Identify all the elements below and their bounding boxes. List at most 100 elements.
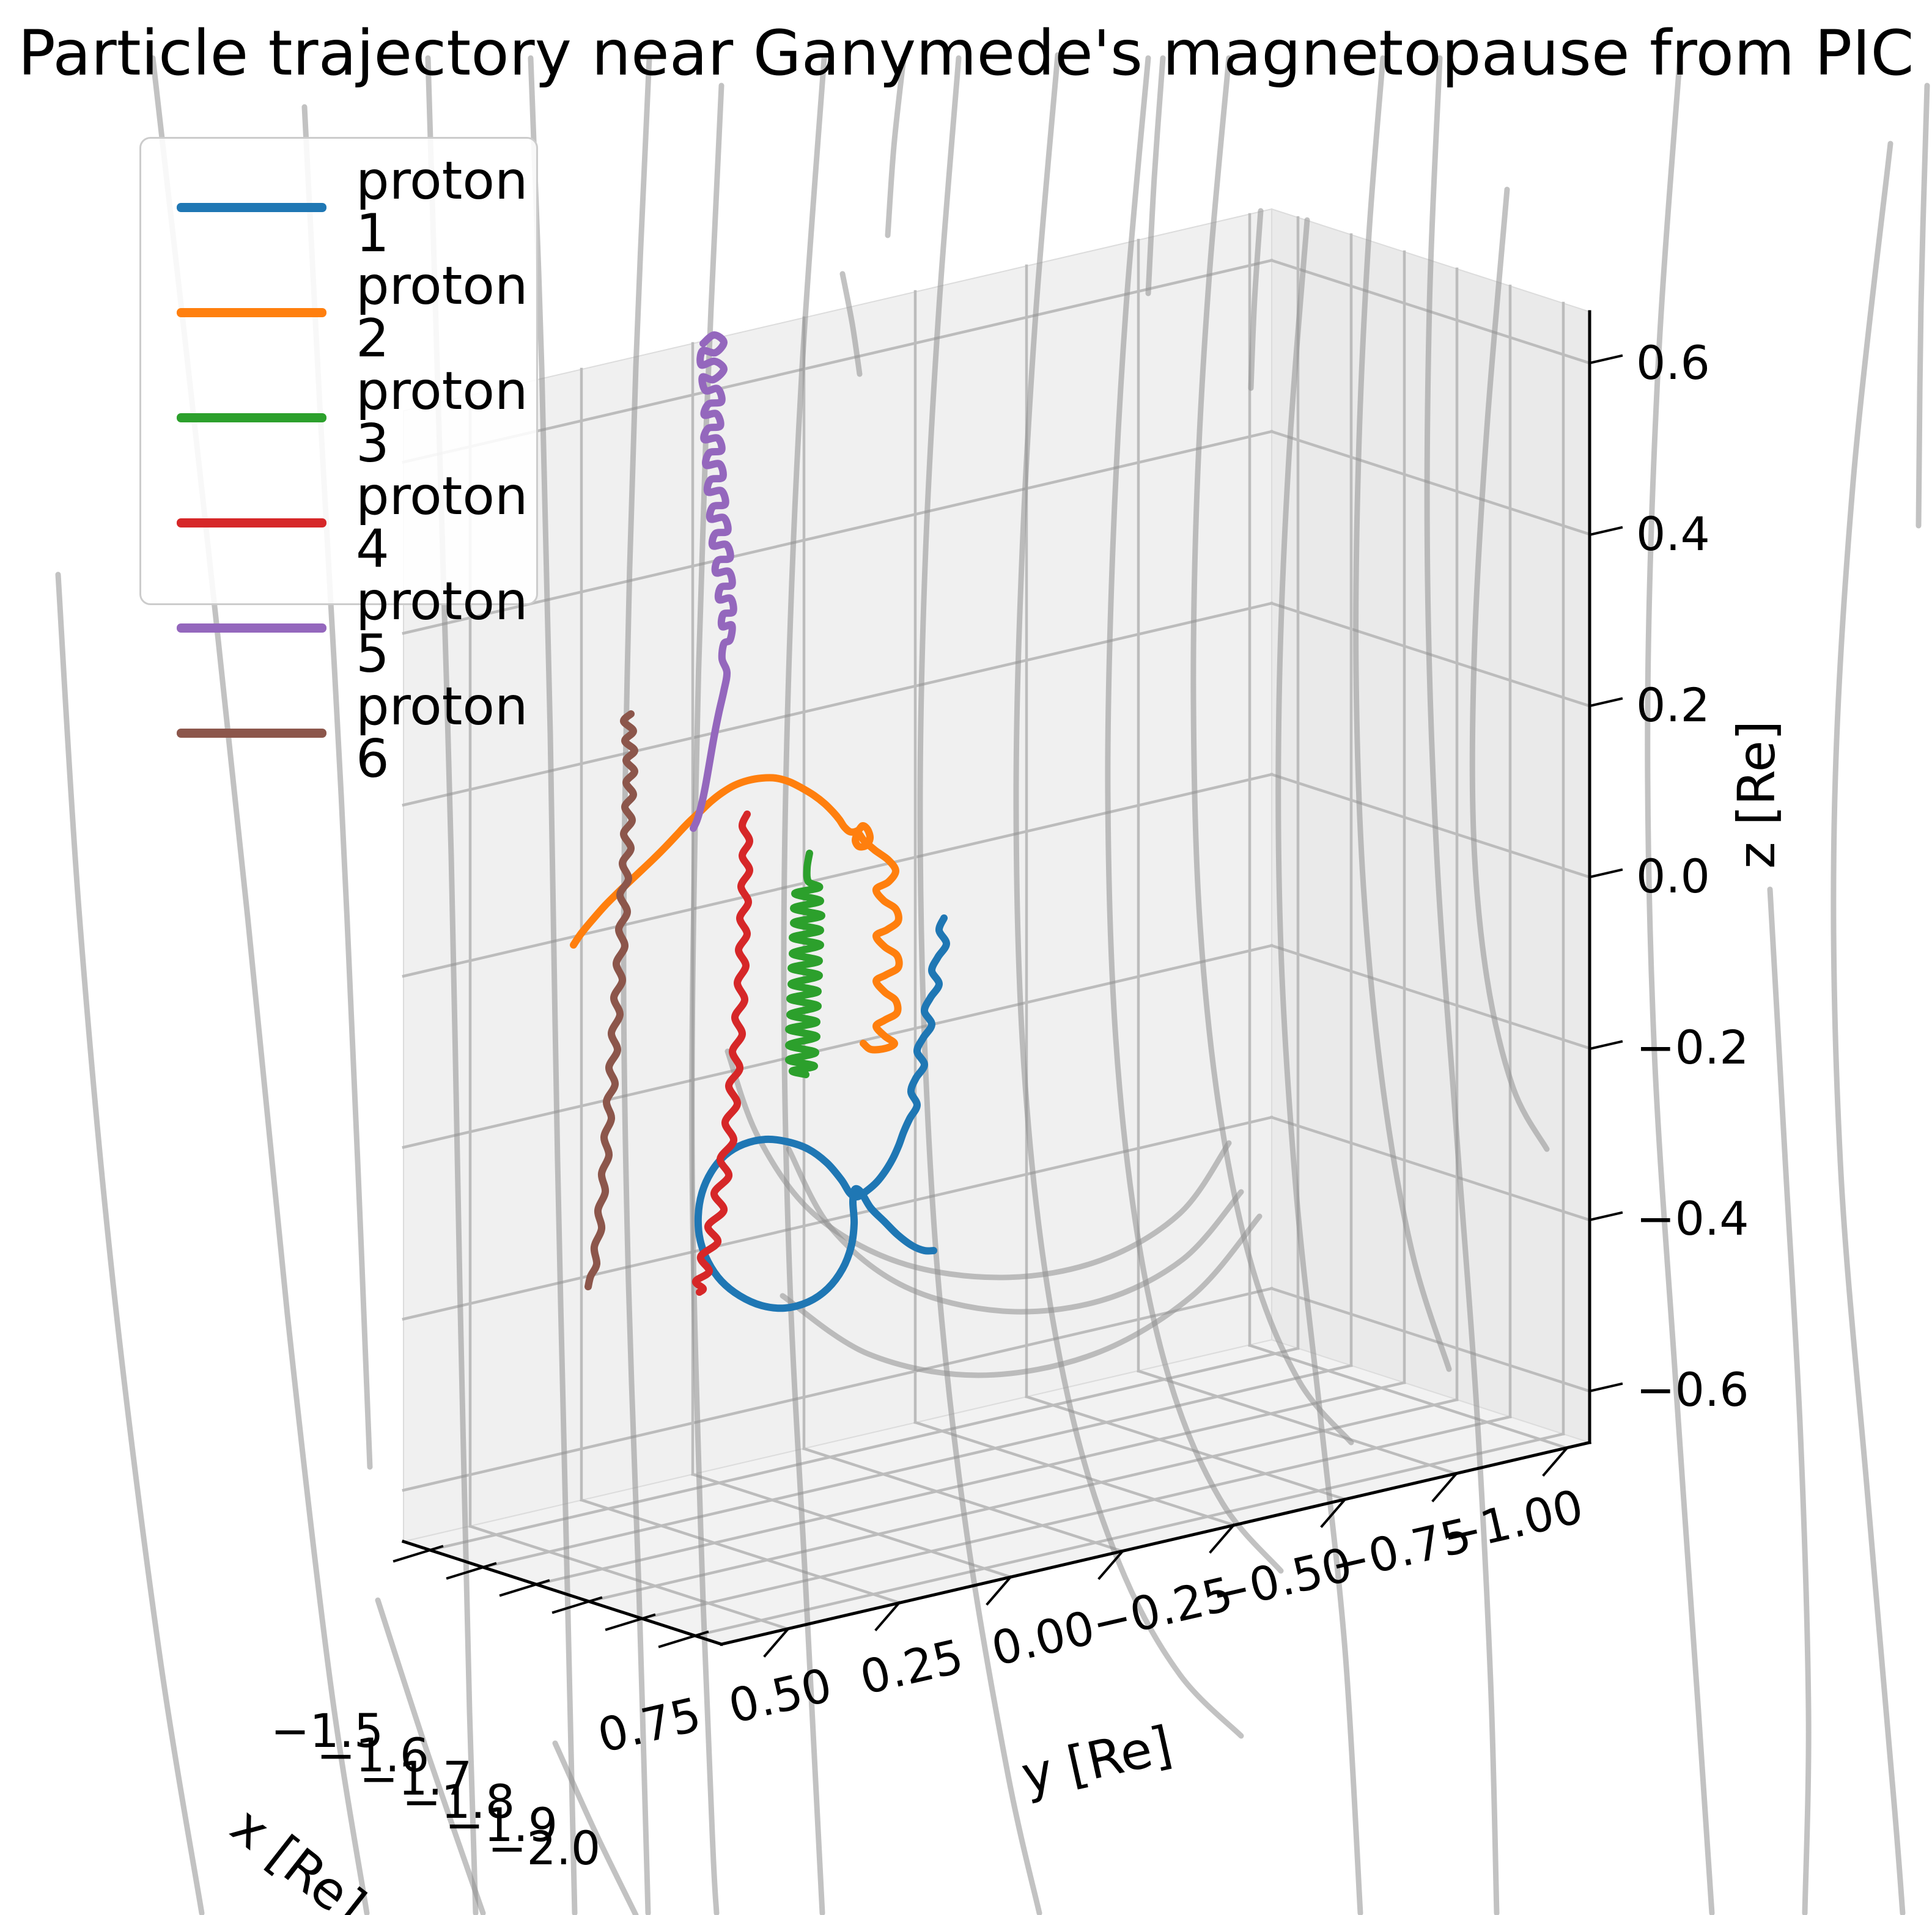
field-line xyxy=(839,271,863,377)
tick-mark xyxy=(393,1545,444,1563)
y-tick-label: −1.00 xyxy=(1437,1479,1588,1564)
tick-mark xyxy=(1588,697,1623,708)
legend-label: proton 6 xyxy=(356,676,528,790)
tick-mark xyxy=(1588,354,1623,365)
field-line xyxy=(1469,186,1550,1152)
field-line xyxy=(1767,886,1812,1915)
legend-item-proton-5: proton 5 xyxy=(177,575,536,680)
field-line xyxy=(1353,55,1452,1372)
y-axis-label: y [Re] xyxy=(1016,1715,1178,1806)
field-line xyxy=(1645,52,1715,1915)
x-tick-label: −1.9 xyxy=(445,1798,558,1852)
trajectory-proton-2 xyxy=(570,774,903,1054)
tick-mark xyxy=(763,1627,790,1658)
field-line xyxy=(1424,55,1500,1915)
z-axis-label: z [Re] xyxy=(1727,721,1786,869)
chart-title: Particle trajectory near Ganymede's magn… xyxy=(18,17,1914,90)
trajectory-proton-5 xyxy=(690,331,737,832)
z-tick-label: 0.0 xyxy=(1636,849,1710,903)
tick-mark xyxy=(1588,868,1623,879)
field-line xyxy=(786,1146,1244,1315)
gridline xyxy=(1025,1395,1347,1501)
tick-mark xyxy=(551,1596,603,1614)
tick-mark xyxy=(658,1630,709,1649)
x-tick-label: −1.7 xyxy=(359,1751,473,1806)
tick-mark xyxy=(874,1601,901,1631)
gridline xyxy=(913,1421,1236,1527)
field-line xyxy=(780,1213,1263,1378)
axis-spine xyxy=(401,1539,724,1647)
gridline xyxy=(1270,1116,1591,1222)
legend-line-swatch xyxy=(177,623,326,633)
legend-label: proton 3 xyxy=(356,361,528,474)
gridline xyxy=(693,1432,1565,1637)
legend-item-proton-6: proton 6 xyxy=(177,680,536,785)
gridline xyxy=(481,1364,1353,1569)
legend-item-proton-4: proton 4 xyxy=(177,470,536,575)
tick-mark xyxy=(1588,1382,1623,1393)
gridline xyxy=(1270,1287,1591,1393)
trajectory-proton-1 xyxy=(694,914,950,1312)
tick-mark xyxy=(1588,1211,1623,1222)
legend-label: proton 4 xyxy=(356,466,528,579)
tick-mark xyxy=(986,1575,1012,1606)
field-line xyxy=(528,55,578,1915)
legend-item-proton-2: proton 2 xyxy=(177,260,536,365)
y-tick-label: 0.50 xyxy=(724,1658,837,1734)
field-line xyxy=(724,1048,1232,1281)
gridline xyxy=(468,1524,790,1631)
field-line xyxy=(1145,55,1166,296)
gridline xyxy=(1270,430,1591,536)
field-line xyxy=(1013,52,1244,1739)
field-line xyxy=(1275,217,1363,1915)
x-axis-label: x [Re] xyxy=(220,1795,377,1915)
tick-mark xyxy=(1320,1498,1347,1528)
legend-line-swatch xyxy=(177,413,326,422)
field-line xyxy=(375,1597,486,1915)
gridline xyxy=(640,1415,1512,1620)
legend-item-proton-3: proton 3 xyxy=(177,365,536,470)
legend-label: proton 2 xyxy=(356,255,528,369)
field-line xyxy=(885,55,907,238)
gridline xyxy=(1137,1369,1458,1476)
field-line xyxy=(917,55,1042,1915)
gridline xyxy=(1270,944,1591,1050)
legend-line-swatch xyxy=(177,518,326,527)
z-tick-label: 0.6 xyxy=(1636,336,1710,390)
z-tick-label: −0.6 xyxy=(1636,1362,1749,1417)
z-tick-label: −0.4 xyxy=(1636,1191,1749,1246)
z-tick-label: −0.2 xyxy=(1636,1020,1749,1075)
x-tick-label: −1.5 xyxy=(271,1704,384,1758)
field-line xyxy=(1105,55,1284,1574)
y-tick-label: 0.25 xyxy=(855,1629,968,1705)
tick-mark xyxy=(499,1579,550,1597)
gridline xyxy=(428,1347,1300,1552)
y-tick-label: 0.75 xyxy=(593,1687,706,1763)
trajectory-proton-4 xyxy=(691,810,753,1296)
trajectory-proton-3 xyxy=(784,850,825,1078)
legend-label: proton 1 xyxy=(356,150,528,264)
tick-mark xyxy=(1431,1472,1458,1502)
gridline xyxy=(1248,1343,1569,1450)
field-line xyxy=(1831,141,1906,1915)
z-tick-label: 0.4 xyxy=(1636,507,1710,561)
x-tick-label: −1.8 xyxy=(402,1774,515,1829)
tick-mark xyxy=(446,1562,497,1580)
legend-line-swatch xyxy=(177,202,326,212)
x-tick-label: −1.6 xyxy=(317,1728,430,1782)
field-line xyxy=(552,1740,639,1915)
field-line xyxy=(1915,83,1930,529)
gridline xyxy=(691,1472,1012,1579)
x-tick-label: −2.0 xyxy=(488,1821,601,1875)
legend-label: proton 5 xyxy=(356,571,528,685)
trajectory-proton-6 xyxy=(584,710,638,1290)
field-line xyxy=(1248,208,1264,391)
z-tick-label: 0.2 xyxy=(1636,678,1710,732)
tick-mark xyxy=(1588,1040,1623,1051)
tick-mark xyxy=(1588,526,1623,537)
gridline xyxy=(1270,773,1591,879)
tick-mark xyxy=(1542,1446,1569,1477)
y-tick-label: 0.00 xyxy=(987,1600,1100,1677)
